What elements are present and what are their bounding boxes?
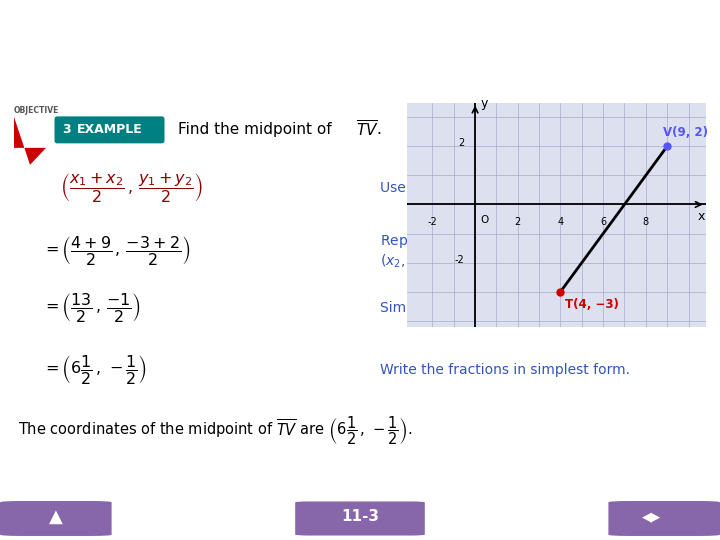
Text: $= \left(\dfrac{13}{2}\,,\,\dfrac{-1}{2}\right)$: $= \left(\dfrac{13}{2}\,,\,\dfrac{-1}{2}… — [42, 291, 141, 324]
FancyBboxPatch shape — [0, 501, 112, 536]
Text: ◀▶: ◀▶ — [642, 510, 661, 523]
Text: x: x — [698, 211, 705, 224]
Text: -2: -2 — [454, 255, 464, 265]
Text: 4: 4 — [557, 217, 564, 227]
Text: 11-3: 11-3 — [341, 509, 379, 524]
Text: 6: 6 — [600, 217, 606, 227]
Text: Use the Midpoint Formula.: Use the Midpoint Formula. — [380, 181, 562, 195]
Text: 2: 2 — [24, 126, 36, 144]
Text: Find the midpoint of: Find the midpoint of — [178, 123, 336, 137]
Text: PAGE: PAGE — [647, 479, 678, 489]
Text: PEARSON: PEARSON — [647, 18, 688, 28]
Text: V(9, 2): V(9, 2) — [663, 126, 708, 139]
Polygon shape — [306, 503, 328, 532]
Text: T(4, −3): T(4, −3) — [564, 298, 618, 311]
Text: $\left(\dfrac{x_1 + x_2}{2}\,,\,\dfrac{y_1 + y_2}{2}\right)$: $\left(\dfrac{x_1 + x_2}{2}\,,\,\dfrac{y… — [60, 171, 204, 205]
Text: Simplify the numerators.: Simplify the numerators. — [380, 301, 552, 315]
Text: Replace $(x_1, y_1)$ with (4, $-$3) and: Replace $(x_1, y_1)$ with (4, $-$3) and — [380, 232, 606, 249]
Text: Prentice: Prentice — [649, 39, 686, 48]
Text: $= \left(6\dfrac{1}{2}\,,\,-\dfrac{1}{2}\right)$: $= \left(6\dfrac{1}{2}\,,\,-\dfrac{1}{2}… — [42, 353, 147, 386]
Text: $\overline{TV}$: $\overline{TV}$ — [356, 120, 379, 140]
Text: y: y — [480, 97, 488, 110]
Text: 3: 3 — [62, 123, 71, 137]
Polygon shape — [392, 503, 414, 532]
Text: EXAMPLE: EXAMPLE — [77, 123, 143, 137]
Text: MAIN MENU: MAIN MENU — [23, 479, 92, 489]
FancyBboxPatch shape — [55, 117, 164, 143]
Text: .: . — [376, 123, 381, 137]
Text: OBJECTIVE: OBJECTIVE — [14, 106, 59, 116]
Text: LESSON: LESSON — [337, 479, 383, 489]
Text: Additional Examples: Additional Examples — [13, 83, 156, 96]
FancyBboxPatch shape — [295, 502, 425, 536]
Text: $(x_2, y_2)$ with (9, 2).: $(x_2, y_2)$ with (9, 2). — [380, 252, 508, 269]
Text: -2: -2 — [428, 217, 437, 227]
Text: Write the fractions in simplest form.: Write the fractions in simplest form. — [380, 363, 630, 376]
Text: Hall: Hall — [659, 60, 676, 70]
Text: PRE-ALGEBRA LESSON 11-3: PRE-ALGEBRA LESSON 11-3 — [13, 56, 152, 65]
Text: The coordinates of the midpoint of $\overline{TV}$ are $\left(6\dfrac{1}{2}\,,\,: The coordinates of the midpoint of $\ove… — [18, 414, 413, 447]
Text: ▲: ▲ — [48, 508, 63, 526]
Text: $= \left(\dfrac{4 + 9}{2}\,,\,\dfrac{-3 + 2}{2}\right)$: $= \left(\dfrac{4 + 9}{2}\,,\,\dfrac{-3 … — [42, 234, 190, 267]
Text: O: O — [480, 215, 489, 225]
Text: Distance and Midpoint Formulas: Distance and Midpoint Formulas — [13, 18, 393, 38]
Text: 8: 8 — [643, 217, 649, 227]
Text: 2: 2 — [515, 217, 521, 227]
Polygon shape — [14, 117, 46, 165]
FancyBboxPatch shape — [608, 501, 720, 536]
Text: 2: 2 — [458, 138, 464, 149]
